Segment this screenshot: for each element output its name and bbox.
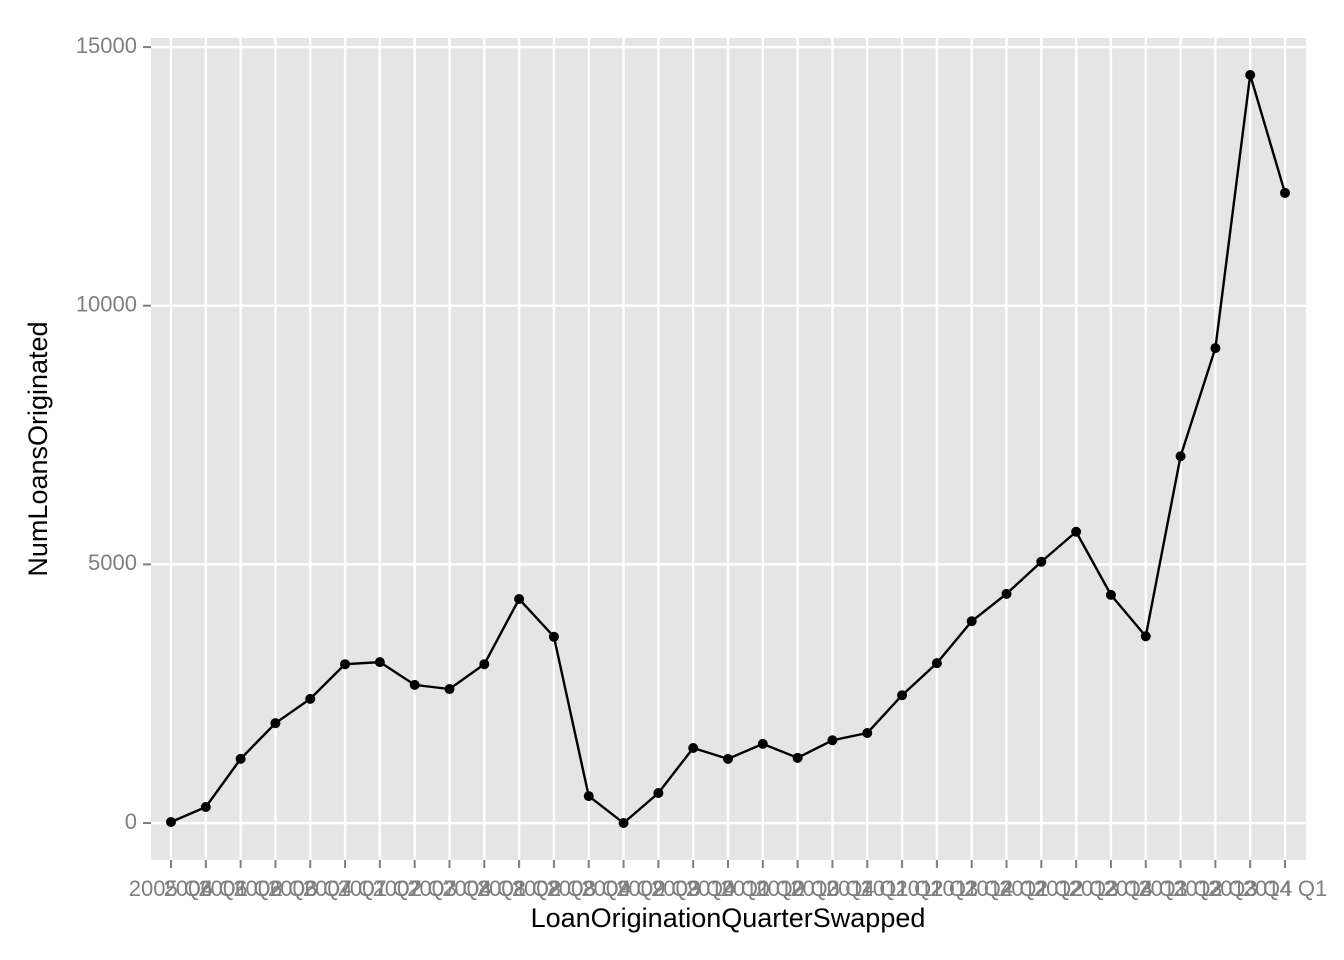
y-tick-label: 10000 <box>76 292 137 317</box>
point <box>479 659 490 670</box>
x-tick-label: 2006 Q1 <box>164 876 248 901</box>
point <box>862 728 873 739</box>
x-tick-label: 2013 Q2 <box>1138 876 1222 901</box>
point <box>514 594 525 605</box>
x-axis-title: LoanOriginationQuarterSwapped <box>531 903 926 933</box>
point <box>340 659 351 670</box>
x-tick-label: 2007 Q1 <box>303 876 387 901</box>
x-tick-label: 2013 Q3 <box>1173 876 1257 901</box>
x-tick-label: 2008 Q1 <box>442 876 526 901</box>
point <box>583 791 594 802</box>
point <box>235 753 246 764</box>
point <box>757 738 768 749</box>
point <box>688 743 699 754</box>
point <box>444 684 455 695</box>
x-tick-label: 2010 Q1 <box>686 876 770 901</box>
x-tick-label: 2011 Q4 <box>930 876 1013 901</box>
x-tick-label: 2013 Q1 <box>1104 876 1188 901</box>
point <box>618 818 629 829</box>
y-tick-label: 0 <box>125 809 137 834</box>
x-tick-label: 2010 Q3 <box>755 876 839 901</box>
x-tick-label: 2014 Q1 <box>1243 876 1327 901</box>
point <box>897 690 908 701</box>
point <box>270 718 281 729</box>
x-tick-label: 2013 Q4 <box>1208 876 1292 901</box>
y-axis-title: NumLoansOriginated <box>23 321 53 576</box>
x-tick-label: 2009 Q4 <box>651 876 735 901</box>
x-tick-label: 2005 Q4 <box>129 876 213 901</box>
point <box>723 753 733 764</box>
x-tick-label: 2010 Q2 <box>721 876 805 901</box>
x-tick-label: 2009 Q3 <box>616 876 700 901</box>
y-tick-label: 15000 <box>76 33 137 58</box>
point <box>166 816 176 827</box>
point <box>1036 556 1047 567</box>
x-tick-label: 2008 Q2 <box>477 876 561 901</box>
point <box>931 658 942 669</box>
point <box>653 788 664 799</box>
point <box>1001 588 1012 599</box>
point <box>305 693 316 704</box>
point <box>1210 343 1221 354</box>
x-tick-label: 2011 Q2 <box>861 876 944 901</box>
point <box>1280 187 1290 198</box>
x-tick-label: 2011 Q3 <box>895 876 978 901</box>
x-tick-label: 2007 Q4 <box>407 876 491 901</box>
x-tick-label: 2009 Q2 <box>581 876 665 901</box>
x-tick-label: 2012 Q3 <box>1034 876 1118 901</box>
x-tick-label: 2012 Q2 <box>999 876 1083 901</box>
x-tick-label: 2012 Q1 <box>964 876 1048 901</box>
x-tick-label: 2008 Q3 <box>512 876 596 901</box>
point <box>966 616 977 627</box>
point <box>1071 526 1082 537</box>
point <box>1140 631 1151 642</box>
point <box>409 679 420 690</box>
point <box>374 657 385 668</box>
x-tick-label: 2006 Q3 <box>233 876 317 901</box>
y-tick-label: 5000 <box>88 550 137 575</box>
x-tick-label: 2010 Q4 <box>790 876 874 901</box>
x-tick-label: 2007 Q3 <box>372 876 456 901</box>
point <box>200 801 211 812</box>
point <box>1105 589 1116 600</box>
point <box>1245 69 1256 80</box>
x-tick-label: 2006 Q2 <box>198 876 282 901</box>
x-tick-label: 2008 Q4 <box>547 876 631 901</box>
x-tick-label: 2006 Q4 <box>268 876 352 901</box>
x-tick-label: 2012 Q4 <box>1069 876 1153 901</box>
x-tick-label: 2007 Q2 <box>338 876 422 901</box>
point <box>548 631 559 642</box>
x-tick-label: 2011 Q1 <box>826 876 909 901</box>
point <box>827 735 838 746</box>
point <box>1175 451 1186 462</box>
point <box>792 752 803 763</box>
